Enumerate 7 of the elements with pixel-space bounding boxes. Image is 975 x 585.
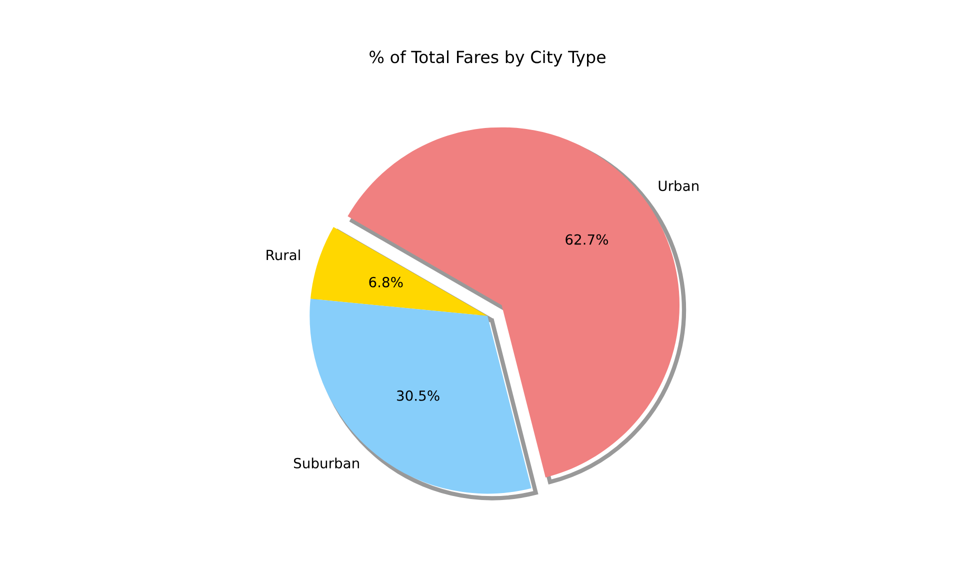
data-label: 6.8%	[369, 276, 403, 288]
data-label: 30.5%	[397, 390, 440, 401]
slice-label: Rural	[266, 250, 300, 260]
slice-label: Urban	[658, 180, 698, 192]
chart-title: % of Total Fares by City Type	[370, 50, 606, 67]
data-label: 62.7%	[566, 234, 608, 245]
slice-label: Suburban	[294, 458, 359, 468]
